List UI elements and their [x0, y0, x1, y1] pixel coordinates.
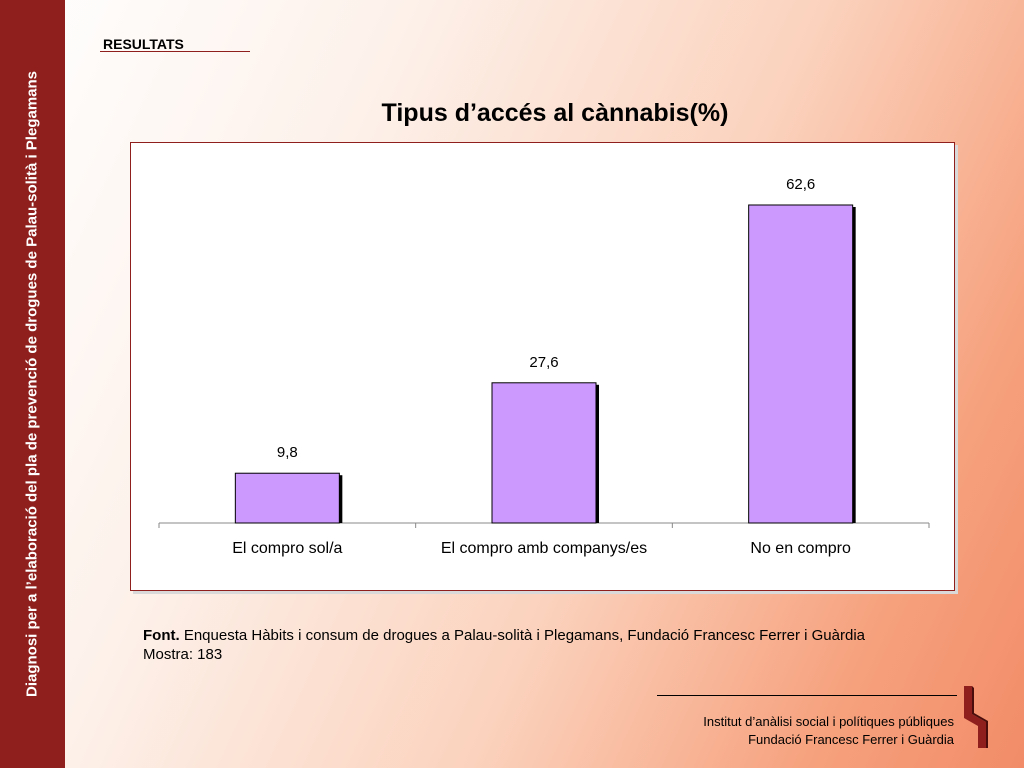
bar-2 [491, 382, 597, 524]
category-label: El compro sol/a [232, 540, 342, 557]
sidebar-title: Diagnosi per a l’elaboració del pla de p… [23, 70, 41, 698]
chart-title: Tipus d’accés al cànnabis(%) [381, 99, 729, 127]
data-label: 62,6 [786, 176, 815, 193]
footer-line-2: Fundació Francesc Ferrer i Guàrdia [748, 732, 954, 747]
footer-rule [657, 695, 957, 696]
source-label: Font. [143, 627, 180, 644]
chart-area: 9,8 El compro sol/a 27,6 El compro amb comp… [130, 142, 955, 591]
bar-1 [234, 472, 340, 524]
section-underline [100, 51, 250, 52]
source-text: Enquesta Hàbits i consum de drogues a Pa… [183, 627, 866, 644]
category-label: El compro amb companys/es [441, 540, 647, 557]
footer-line-1: Institut d’anàlisi social i polítiques p… [703, 714, 954, 729]
sample-size: Mostra: 183 [143, 646, 223, 663]
sidebar-band: Diagnosi per a l’elaboració del pla de p… [0, 0, 65, 768]
institute-logo-icon [964, 686, 988, 748]
section-label: RESULTATS [103, 36, 184, 52]
bar-chart: 9,8 El compro sol/a 27,6 El compro amb comp… [158, 176, 930, 557]
bar-3 [748, 204, 854, 524]
footer: Institut d’anàlisi social i polítiques p… [703, 713, 954, 749]
category-label: No en compro [750, 540, 851, 557]
source-note: Font. Enquesta Hàbits i consum de drogue… [143, 626, 865, 664]
data-label: 27,6 [529, 354, 558, 371]
data-label: 9,8 [277, 444, 298, 461]
